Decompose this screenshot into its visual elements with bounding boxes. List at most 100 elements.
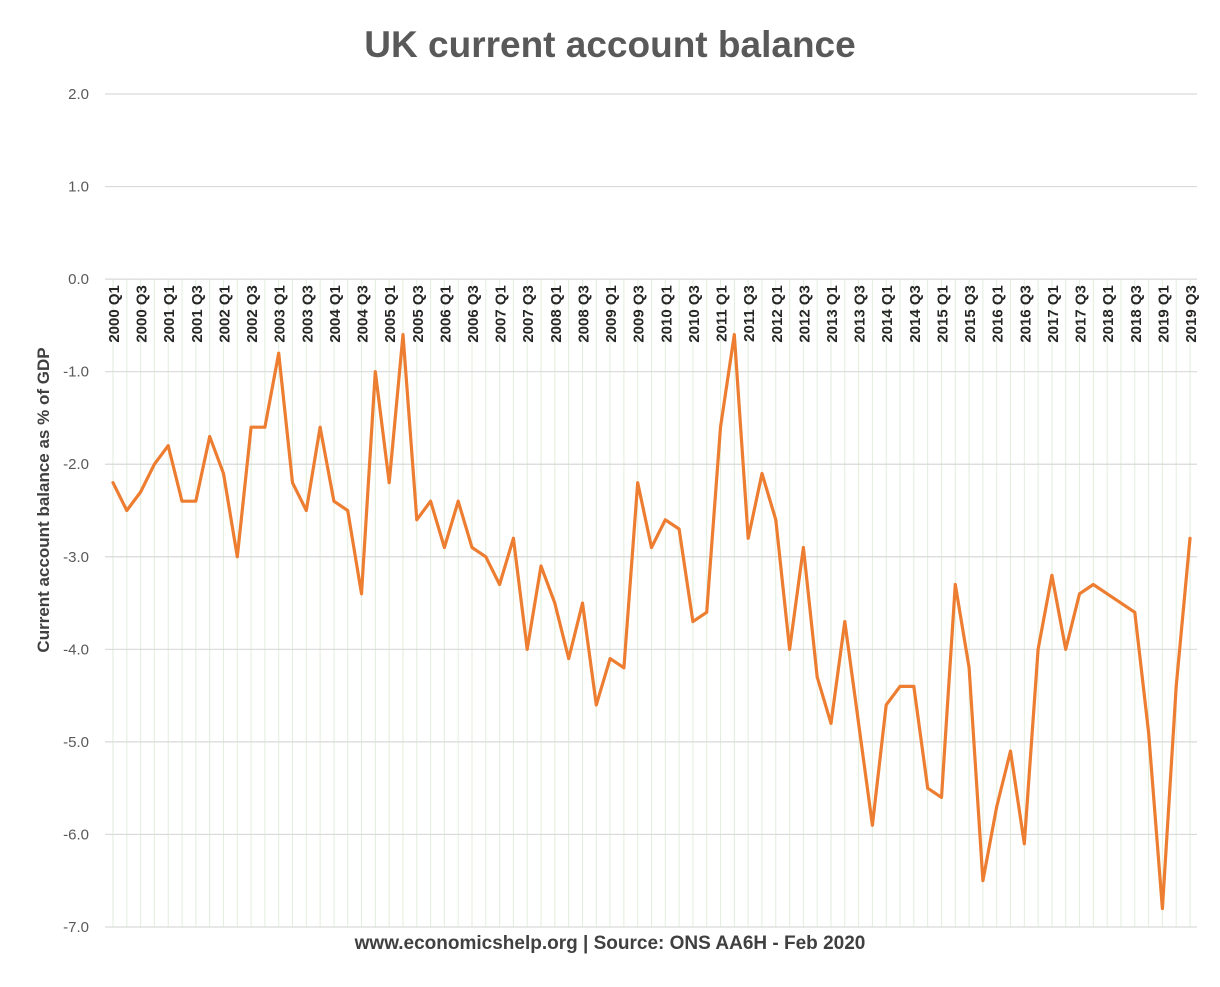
data-point (456, 499, 460, 503)
data-point (208, 435, 212, 438)
data-point (360, 592, 363, 596)
x-tick-label: 2006 Q3 (465, 285, 482, 343)
data-point (263, 425, 267, 429)
data-point (774, 518, 778, 522)
data-point (926, 786, 930, 790)
data-point (291, 481, 294, 485)
data-point (249, 425, 253, 429)
data-point (166, 444, 170, 448)
data-point (608, 657, 612, 660)
x-tick-label: 2015 Q1 (934, 285, 951, 343)
y-tick-label: -2.0 (63, 456, 89, 473)
data-point (953, 583, 957, 586)
data-point (1174, 684, 1178, 688)
data-point (677, 527, 681, 531)
x-tick-label: 2010 Q1 (658, 285, 675, 343)
data-point (277, 351, 281, 355)
y-tick-label: -7.0 (63, 919, 89, 936)
chart-title: UK current account balance (364, 24, 856, 65)
x-tick-label: 2014 Q1 (879, 285, 896, 343)
data-point (235, 555, 239, 559)
x-tick-label: 2010 Q3 (686, 285, 703, 343)
x-tick-label: 2012 Q3 (796, 285, 813, 343)
data-point (981, 879, 985, 883)
x-tick-label: 2019 Q1 (1155, 285, 1172, 343)
x-tick-label: 2009 Q3 (631, 285, 648, 343)
data-point (1147, 731, 1150, 735)
data-point (912, 684, 916, 688)
data-point (387, 481, 391, 485)
chart-footer: www.economicshelp.org | Source: ONS AA6H… (354, 933, 866, 954)
data-point (180, 499, 184, 503)
data-point (1022, 842, 1026, 846)
data-point (539, 564, 543, 568)
x-tick-label: 2006 Q1 (437, 285, 454, 343)
data-point (995, 805, 999, 809)
data-point (1133, 610, 1137, 614)
data-point (111, 481, 115, 485)
x-tick-label: 2003 Q1 (272, 285, 289, 343)
data-point (594, 703, 598, 707)
x-tick-label: 2009 Q1 (603, 285, 620, 343)
x-tick-label: 2007 Q3 (520, 285, 537, 343)
data-point (512, 536, 515, 540)
data-point (719, 425, 722, 429)
x-tick-label: 2004 Q3 (355, 285, 372, 343)
data-point (705, 610, 709, 614)
x-tick-label: 2005 Q3 (410, 285, 427, 343)
x-tick-label: 2000 Q1 (106, 285, 123, 343)
data-point (898, 684, 902, 688)
data-point (442, 546, 446, 549)
x-tick-label: 2016 Q3 (1017, 285, 1034, 343)
data-point (1078, 592, 1081, 596)
data-point (801, 546, 805, 549)
x-tick-label: 2018 Q1 (1100, 285, 1117, 343)
x-tick-label: 2011 Q3 (741, 285, 758, 342)
x-tick-label: 2003 Q3 (299, 285, 316, 343)
x-tick-label: 2013 Q1 (824, 285, 841, 343)
data-point (663, 518, 667, 522)
data-point (815, 675, 819, 679)
data-point (829, 721, 833, 725)
data-point (1091, 583, 1095, 586)
x-tick-label: 2007 Q1 (493, 285, 510, 343)
data-point (1119, 601, 1123, 605)
x-tick-label: 2018 Q3 (1128, 285, 1145, 343)
data-point (346, 509, 350, 512)
x-tick-label: 2013 Q3 (852, 285, 869, 343)
data-point (222, 472, 225, 475)
x-tick-label: 2008 Q3 (575, 285, 592, 343)
data-point (484, 555, 488, 559)
data-point (746, 536, 750, 540)
data-point (871, 823, 874, 827)
x-tick-label: 2002 Q1 (216, 285, 233, 343)
x-tick-label: 2019 Q3 (1183, 285, 1200, 343)
x-tick-label: 2002 Q3 (244, 285, 261, 343)
data-point (636, 481, 640, 485)
data-point (373, 370, 377, 374)
y-tick-label: 2.0 (68, 86, 89, 103)
data-point (415, 518, 419, 522)
x-tick-label: 2012 Q1 (769, 285, 786, 343)
data-point (139, 490, 143, 494)
y-tick-label: 0.0 (68, 271, 89, 288)
x-tick-label: 2015 Q3 (962, 285, 979, 343)
x-tick-label: 2004 Q1 (327, 285, 344, 343)
data-point (1064, 647, 1068, 651)
data-point (318, 425, 322, 429)
data-point (857, 721, 861, 725)
data-point (622, 666, 626, 670)
data-point (125, 509, 129, 512)
data-point (760, 472, 764, 475)
x-tick-label: 2000 Q3 (134, 285, 151, 343)
y-tick-label: -6.0 (63, 826, 89, 843)
y-tick-label: -3.0 (63, 549, 89, 566)
data-point (581, 601, 584, 605)
data-point (525, 647, 529, 651)
data-point (788, 647, 791, 651)
data-point (498, 583, 502, 586)
data-point (967, 666, 971, 670)
data-point (304, 509, 308, 512)
data-point (1160, 907, 1164, 910)
